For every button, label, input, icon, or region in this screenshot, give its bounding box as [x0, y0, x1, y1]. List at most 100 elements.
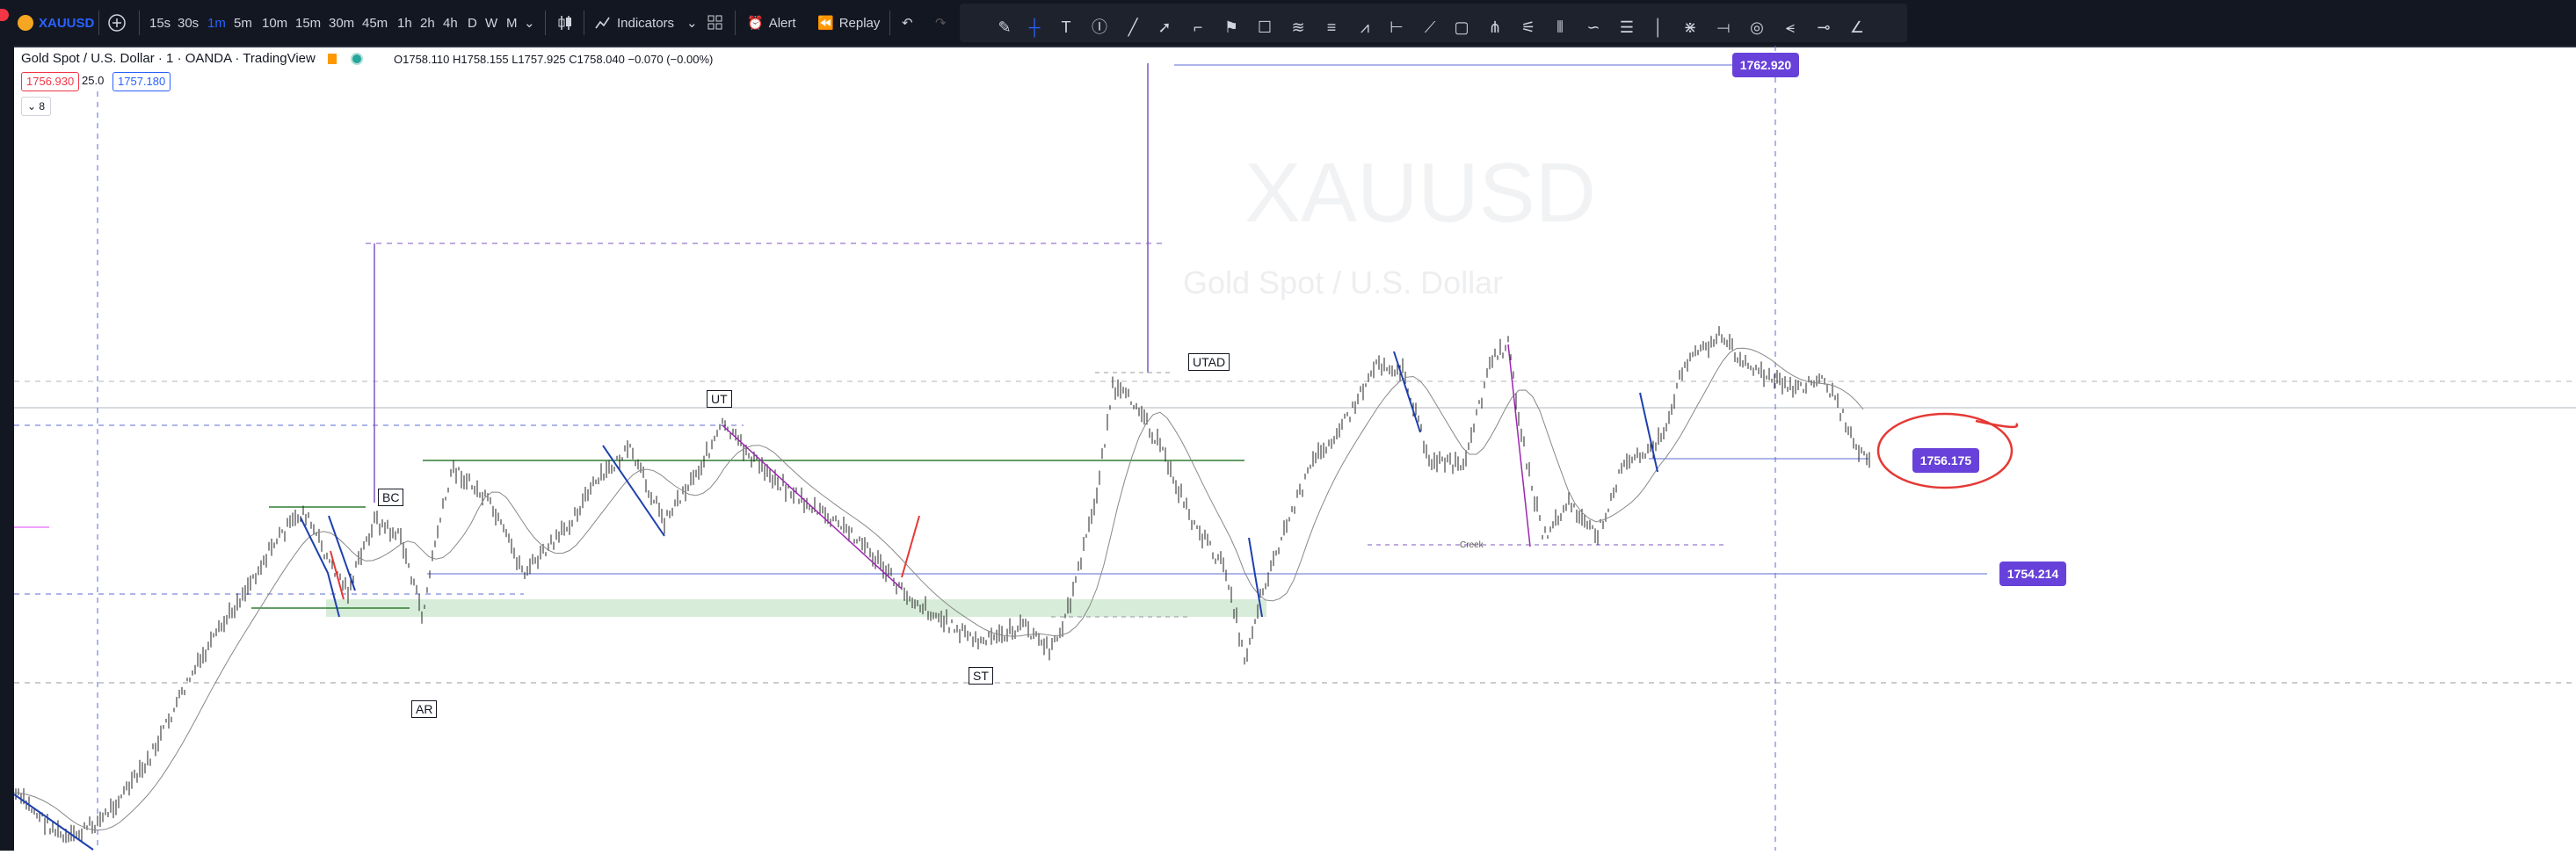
comment-tool[interactable]: ☐ — [1255, 18, 1274, 37]
moving-average-line — [13, 347, 1864, 831]
interval-w[interactable]: W — [485, 9, 497, 37]
symbol-description[interactable]: Gold Spot / U.S. Dollar · 1 · OANDA · Tr… — [21, 51, 316, 66]
fan-icon: ⋇ — [1683, 18, 1697, 36]
price-label-lower[interactable]: 1754.214 — [1999, 562, 2066, 586]
annotation-bc[interactable]: BC — [378, 489, 404, 506]
parallel-channel-tool[interactable]: ≋ — [1288, 18, 1308, 37]
layouts-button[interactable] — [707, 9, 724, 37]
date-range-tool[interactable]: ⊢ — [1387, 18, 1406, 37]
add-symbol-button[interactable] — [107, 9, 127, 37]
circled-annotation — [1876, 412, 2014, 489]
watermark-symbol: XAUUSD — [1244, 146, 1596, 240]
flag-icon: ⚑ — [1223, 18, 1239, 36]
divider — [889, 11, 890, 35]
horizontal-lines-tool[interactable]: ☰ — [1617, 18, 1636, 37]
interval-label: 30m — [329, 15, 355, 31]
flag-tool[interactable]: ⚑ — [1222, 18, 1241, 37]
annotation-ar[interactable]: AR — [411, 700, 438, 718]
interval-label: W — [485, 15, 498, 31]
buy-button[interactable]: 1757.180 — [112, 72, 171, 91]
creek-label: Creek — [1460, 540, 1484, 550]
annotation-utad[interactable]: UTAD — [1188, 353, 1230, 371]
replay-button[interactable]: ⏪ Replay — [817, 9, 880, 37]
redo-button[interactable]: ↷ — [935, 9, 947, 37]
interval-30s[interactable]: 30s — [178, 9, 199, 37]
spread-value: 25.0 — [82, 74, 105, 87]
notification-badge[interactable] — [0, 9, 9, 21]
text-icon: T — [1061, 18, 1071, 36]
interval-10m[interactable]: 10m — [262, 9, 287, 37]
bars-pattern-tool[interactable]: ⫴ — [1550, 18, 1570, 37]
alarm-clock-icon: ⏰ — [747, 16, 764, 31]
gann-tool[interactable]: ⪪ — [1781, 18, 1800, 37]
interval-m[interactable]: M — [506, 9, 518, 37]
text-cursor-icon: Ⓘ — [1092, 18, 1107, 36]
chart-canvas[interactable]: XAUUSD Gold Spot / U.S. Dollar Creek — [13, 46, 2576, 851]
indicators-button[interactable]: Indicators ⌄ — [594, 9, 698, 37]
interval-4h[interactable]: 4h — [443, 9, 458, 37]
cursor-tool[interactable]: ➚ — [1155, 18, 1174, 37]
trend-line-tool[interactable]: ╱ — [1123, 18, 1143, 37]
chevron-down-icon: ⌄ — [686, 16, 698, 31]
interval-d[interactable]: D — [468, 9, 477, 37]
replay-label: Replay — [838, 15, 881, 31]
drawing-toolbar: ✎ ┼ T Ⓘ ╱ ➚ ⌐ ⚑ ☐ ≋ ≡ ⩘ ⊢ ⟋ ▢ ⋔ ⚟ ⫴ ∽ ☰ … — [960, 4, 1907, 42]
anchored-text-tool[interactable]: Ⓘ — [1090, 18, 1109, 37]
price-label-circled[interactable]: 1756.175 — [1912, 448, 1979, 473]
alert-button[interactable]: ⏰ Alert — [747, 9, 796, 37]
ohlc-values: O1758.110 H1758.155 L1757.925 C1758.040 … — [394, 53, 714, 66]
interval-label: 4h — [443, 15, 458, 31]
interval-1m[interactable]: 1m — [207, 9, 226, 37]
angle-tool[interactable]: ∠ — [1847, 18, 1867, 37]
curve-icon: ∽ — [1586, 18, 1600, 36]
fib-fan-tool[interactable]: ⋇ — [1680, 18, 1700, 37]
gann-fan-icon: ⪪ — [1785, 18, 1796, 36]
interval-2h[interactable]: 2h — [420, 9, 435, 37]
crosshair-tool[interactable]: ┼ — [1025, 18, 1044, 37]
chevron-down-icon: ⌄ — [524, 16, 535, 31]
chevron-down-icon: ⌄ — [27, 100, 37, 112]
sell-button[interactable]: 1756.930 — [21, 72, 80, 91]
pitchfork-icon: ⋔ — [1488, 18, 1502, 36]
wave-line — [328, 515, 356, 591]
ruler-tool[interactable]: ⟋ — [1420, 18, 1440, 37]
undo-icon: ↶ — [902, 16, 913, 31]
horizontal-ray-tool[interactable]: ⟞ — [1714, 18, 1733, 37]
interval-1h[interactable]: 1h — [397, 9, 412, 37]
interval-label: D — [468, 15, 477, 31]
vertical-line-tool[interactable]: │ — [1649, 18, 1668, 37]
interval-15m[interactable]: 15m — [295, 9, 321, 37]
candlestick-series — [15, 326, 1870, 844]
price-label-top[interactable]: 1762.920 — [1732, 53, 1799, 77]
brush-tool[interactable]: ✎ — [995, 18, 1014, 37]
regression-tool[interactable]: ≡ — [1322, 18, 1341, 37]
anchored-vwap-tool[interactable]: ⊸ — [1814, 18, 1833, 37]
pitchfork-tool[interactable]: ⋔ — [1485, 18, 1505, 37]
curve-tool[interactable]: ∽ — [1584, 18, 1603, 37]
symbol-search[interactable]: XAUUSD — [18, 9, 94, 37]
interval-label: 10m — [262, 15, 288, 31]
annotation-st[interactable]: ST — [969, 667, 993, 685]
circle-tool[interactable]: ◎ — [1747, 18, 1767, 37]
undo-button[interactable]: ↶ — [902, 9, 913, 37]
interval-15s[interactable]: 15s — [149, 9, 171, 37]
collapse-indicators-button[interactable]: ⌄ 8 — [21, 97, 52, 116]
fib-tool[interactable]: ⚟ — [1519, 18, 1538, 37]
text-tool[interactable]: T — [1056, 18, 1076, 37]
pattern-tool[interactable]: ⩘ — [1355, 18, 1375, 37]
interval-5m[interactable]: 5m — [234, 9, 252, 37]
interval-45m[interactable]: 45m — [362, 9, 388, 37]
top-toolbar: XAUUSD 15s 30s 1m 5m 10m 15m 30m 45m 1h … — [0, 0, 2576, 47]
interval-30m[interactable]: 30m — [329, 9, 354, 37]
interval-label: 1h — [397, 15, 412, 31]
angle-icon: ∠ — [1849, 18, 1865, 36]
horizontal-lines-icon: ☰ — [1619, 18, 1635, 36]
vertical-line-icon: │ — [1653, 18, 1664, 36]
annotation-ut[interactable]: UT — [707, 390, 732, 408]
chart-type-button[interactable] — [555, 9, 575, 37]
circle-icon: ◎ — [1750, 18, 1764, 36]
callout-tool[interactable]: ⌐ — [1188, 18, 1208, 37]
price-chart[interactable]: XAUUSD Gold Spot / U.S. Dollar Creek — [13, 46, 2576, 851]
interval-dropdown[interactable]: ⌄ — [524, 9, 535, 37]
rectangle-tool[interactable]: ▢ — [1452, 18, 1471, 37]
